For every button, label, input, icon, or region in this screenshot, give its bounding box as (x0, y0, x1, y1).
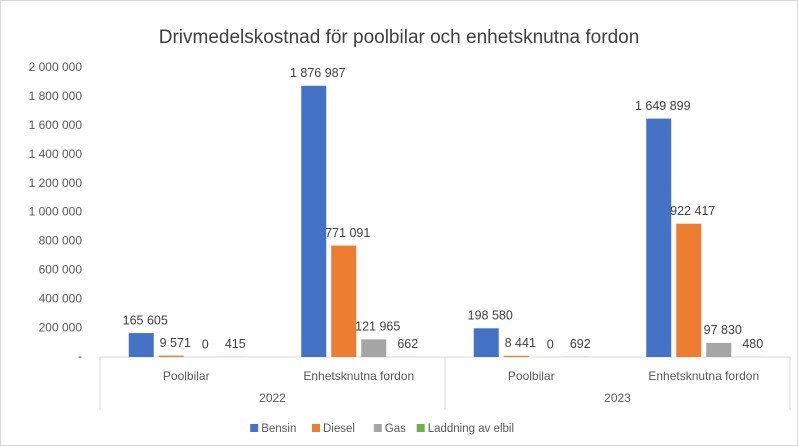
bar (301, 85, 327, 357)
legend-swatch (373, 424, 382, 432)
x-tick-label: Poolbilar (163, 369, 210, 383)
chart-title: Drivmedelskostnad för poolbilar och enhe… (159, 27, 640, 48)
data-label: 662 (397, 337, 418, 351)
bar (503, 355, 529, 357)
data-label: 1 876 987 (290, 66, 346, 80)
bar (676, 223, 702, 357)
data-label: 8 441 (505, 336, 536, 350)
bar (473, 328, 499, 357)
y-tick-label: 1 600 000 (29, 118, 83, 132)
legend-label: Gas (385, 423, 406, 435)
category-group-label: 2022 (259, 391, 286, 405)
y-tick-label: 1 800 000 (29, 89, 83, 103)
x-tick-label: Poolbilar (508, 369, 555, 383)
data-label: 771 091 (325, 226, 370, 240)
data-label: 198 580 (468, 309, 513, 323)
category-group-label: 2023 (604, 391, 631, 405)
y-tick-label: 600 000 (39, 262, 83, 276)
legend-label: Diesel (323, 423, 355, 435)
y-tick-label: 800 000 (39, 234, 83, 248)
y-tick-label: 1 200 000 (29, 176, 83, 190)
legend-label: Bensin (261, 423, 296, 435)
data-label: 9 571 (160, 336, 191, 350)
data-label: 0 (202, 337, 209, 351)
y-tick-label: - (78, 349, 82, 363)
bar (158, 355, 184, 357)
x-tick-label: Enhetsknutna fordon (648, 369, 759, 383)
data-label: 922 417 (670, 204, 715, 218)
bar (706, 342, 732, 357)
data-label: 415 (225, 337, 246, 351)
y-tick-label: 2 000 000 (29, 60, 83, 74)
data-label: 1 649 899 (635, 99, 691, 113)
data-label: 165 605 (123, 313, 168, 327)
y-tick-label: 200 000 (39, 320, 83, 334)
data-label: 0 (547, 337, 554, 351)
bar (128, 333, 154, 357)
bar (646, 118, 672, 357)
legend-swatch (250, 424, 259, 432)
data-label: 121 965 (355, 320, 400, 334)
data-label: 97 830 (704, 323, 742, 337)
legend-swatch (416, 424, 425, 432)
y-tick-label: 1 400 000 (29, 147, 83, 161)
y-tick-label: 400 000 (39, 291, 83, 305)
legend-label: Laddning av elbil (428, 423, 514, 435)
y-tick-label: 1 000 000 (29, 205, 83, 219)
bar (361, 339, 387, 357)
x-tick-label: Enhetsknutna fordon (303, 369, 414, 383)
legend-swatch (312, 424, 320, 432)
data-label: 480 (742, 337, 763, 351)
data-label: 692 (570, 337, 591, 351)
bar (331, 245, 357, 357)
